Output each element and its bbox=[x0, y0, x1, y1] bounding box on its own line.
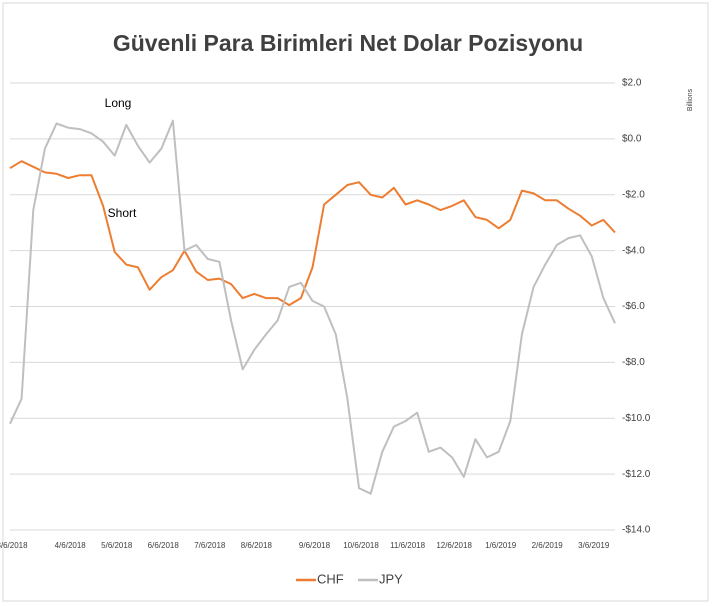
y-tick-label: $0.0 bbox=[622, 134, 642, 145]
y-tick-label: -$14.0 bbox=[622, 525, 651, 536]
y-tick-label: -$2.0 bbox=[622, 189, 645, 200]
x-tick-label: 5/6/2018 bbox=[101, 541, 133, 550]
y-axis-label: Billions bbox=[687, 88, 694, 111]
x-tick-label: 12/6/2018 bbox=[436, 541, 472, 550]
line-series bbox=[9, 160, 616, 307]
y-tick-label: -$12.0 bbox=[622, 469, 651, 480]
x-tick-label: 7/6/2018 bbox=[194, 541, 226, 550]
legend-label: JPY bbox=[379, 571, 403, 586]
legend-label: CHF bbox=[317, 571, 344, 586]
x-tick-label: 9/6/2018 bbox=[299, 541, 331, 550]
x-tick-label: 3/6/2019 bbox=[578, 541, 610, 550]
annotation: Short bbox=[108, 206, 137, 220]
y-tick-label: -$4.0 bbox=[622, 245, 645, 256]
y-tick-label: -$6.0 bbox=[622, 301, 645, 312]
y-tick-label: -$10.0 bbox=[622, 413, 651, 424]
chart-title: Güvenli Para Birimleri Net Dolar Pozisyo… bbox=[113, 30, 583, 56]
x-tick-label: 3/6/2018 bbox=[0, 541, 28, 550]
x-tick-label: 11/6/2018 bbox=[390, 541, 426, 550]
x-tick-label: 6/6/2018 bbox=[148, 541, 180, 550]
x-tick-label: 8/6/2018 bbox=[241, 541, 273, 550]
annotation: Long bbox=[105, 96, 132, 110]
x-tick-label: 4/6/2018 bbox=[55, 541, 87, 550]
x-tick-label: 2/6/2019 bbox=[532, 541, 564, 550]
line-series bbox=[9, 119, 616, 495]
y-tick-label: -$8.0 bbox=[622, 357, 645, 368]
y-tick-label: $2.0 bbox=[622, 78, 642, 89]
x-tick-label: 10/6/2018 bbox=[343, 541, 379, 550]
x-tick-label: 1/6/2019 bbox=[485, 541, 517, 550]
